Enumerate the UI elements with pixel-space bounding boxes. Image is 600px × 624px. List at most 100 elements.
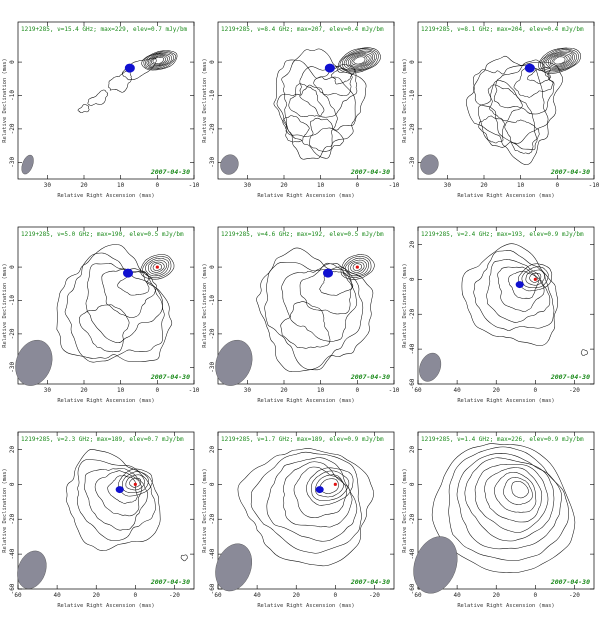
x-tick-label: 30 bbox=[244, 387, 252, 394]
y-tick-label: -60 bbox=[409, 583, 416, 594]
x-tick-label: 20 bbox=[280, 182, 288, 189]
panel-1: 30 20 10 0 -10 0 -10 -20 -30 Relative Right Ascen… bbox=[2, 21, 200, 199]
contour-level bbox=[282, 115, 310, 143]
x-tick-label: 40 bbox=[453, 387, 461, 394]
contour-level bbox=[311, 470, 350, 501]
contour-map bbox=[77, 50, 178, 113]
x-tick-label: 0 bbox=[134, 592, 138, 599]
contour-level bbox=[309, 117, 344, 152]
contour-level bbox=[84, 468, 149, 531]
x-tick-label: -20 bbox=[369, 592, 380, 599]
x-axis-label: Relative Right Ascension (mas) bbox=[257, 398, 354, 404]
y-tick-label: 0 bbox=[409, 277, 416, 281]
x-tick-label: 20 bbox=[280, 387, 288, 394]
contour-level bbox=[152, 56, 164, 64]
panel-title: 1219+285, ν=1.7 GHz; max=189, elev=0.9 m… bbox=[221, 436, 384, 443]
contour-level bbox=[101, 268, 157, 318]
x-tick-label: 20 bbox=[493, 387, 501, 394]
contour-level bbox=[503, 477, 533, 505]
beam-ellipse bbox=[420, 154, 439, 175]
x-tick-label: 20 bbox=[493, 592, 501, 599]
x-tick-label: 0 bbox=[356, 182, 360, 189]
y-tick-label: 0 bbox=[409, 482, 416, 486]
x-tick-label: -10 bbox=[189, 387, 200, 394]
contour-level bbox=[125, 474, 145, 491]
y-tick-label: 0 bbox=[9, 60, 16, 64]
contour-level bbox=[580, 349, 588, 356]
blue-component-marker bbox=[315, 486, 324, 494]
contour-level bbox=[280, 301, 331, 349]
y-tick-label: 0 bbox=[409, 60, 416, 64]
panel-4: 30 20 10 0 -10 0 -10 -20 -30 Relative Right Ascen… bbox=[2, 226, 200, 404]
red-core-marker bbox=[155, 265, 159, 269]
beam-ellipse bbox=[17, 550, 47, 589]
x-tick-label: 60 bbox=[414, 592, 422, 599]
x-tick-label: 0 bbox=[534, 592, 538, 599]
contour-level bbox=[87, 89, 108, 106]
x-tick-label: 0 bbox=[156, 387, 160, 394]
panel-5: 30 20 10 0 -10 0 -10 -20 -30 Relative Right Ascen… bbox=[202, 226, 400, 404]
blue-component-marker bbox=[324, 63, 335, 73]
contour-level bbox=[353, 56, 366, 65]
contour-level bbox=[351, 55, 368, 66]
contour-level bbox=[521, 266, 549, 288]
panel-title: 1219+285, ν=2.4 GHz; max=193, elev=0.9 m… bbox=[421, 231, 584, 238]
blue-component-marker bbox=[515, 281, 524, 289]
plot-frame bbox=[417, 431, 595, 590]
plot-frame bbox=[217, 431, 395, 590]
y-tick-label: -30 bbox=[409, 156, 416, 167]
epoch-date: 2007-04-30 bbox=[550, 168, 590, 176]
y-axis-label: Relative Declination (mas) bbox=[2, 58, 8, 142]
y-tick-label: -40 bbox=[9, 548, 16, 559]
contour-level bbox=[342, 256, 372, 278]
y-axis-label: Relative Declination (mas) bbox=[202, 263, 208, 347]
y-tick-label: -40 bbox=[409, 343, 416, 354]
contour-level bbox=[543, 50, 575, 70]
panel-title: 1219+285, ν=1.4 GHz; max=226, elev=0.9 m… bbox=[421, 436, 584, 443]
contour-level bbox=[545, 52, 573, 69]
x-tick-label: 30 bbox=[244, 182, 252, 189]
y-tick-label: 20 bbox=[209, 445, 216, 453]
red-core-marker bbox=[333, 482, 337, 486]
x-tick-label: 10 bbox=[117, 182, 125, 189]
panel-8: 60 40 20 0 -20 20 0 -20 -40 -60 Relative Right Asc… bbox=[202, 431, 395, 609]
contour-level bbox=[288, 83, 325, 118]
x-tick-label: 0 bbox=[156, 182, 160, 189]
x-tick-label: 30 bbox=[444, 182, 452, 189]
y-tick-label: -20 bbox=[409, 123, 416, 134]
contour-map bbox=[56, 244, 175, 363]
contour-level bbox=[513, 65, 554, 98]
y-tick-label: -10 bbox=[209, 90, 216, 101]
epoch-date: 2007-04-30 bbox=[150, 168, 190, 176]
panel-title: 1219+285, ν=2.3 GHz; max=189, elev=0.7 m… bbox=[21, 436, 184, 443]
y-axis-label: Relative Declination (mas) bbox=[202, 468, 208, 552]
plot-frame bbox=[17, 21, 195, 180]
x-tick-label: -20 bbox=[169, 592, 180, 599]
contour-level bbox=[345, 52, 374, 70]
blue-component-marker bbox=[124, 63, 135, 73]
x-tick-label: 30 bbox=[44, 387, 52, 394]
contour-level bbox=[299, 263, 354, 315]
contour-level bbox=[473, 250, 555, 331]
y-tick-label: -20 bbox=[209, 513, 216, 524]
contour-level bbox=[276, 84, 338, 159]
contour-level bbox=[118, 468, 153, 497]
y-tick-label: -10 bbox=[209, 295, 216, 306]
y-tick-label: -20 bbox=[209, 123, 216, 134]
y-tick-label: -60 bbox=[409, 378, 416, 389]
x-tick-label: 0 bbox=[356, 387, 360, 394]
panel-6: 60 40 20 0 -20 20 0 -20 -40 -60 Relative Right Asc… bbox=[402, 226, 595, 404]
contour-level bbox=[305, 467, 354, 506]
contour-level bbox=[150, 261, 165, 273]
contour-level bbox=[494, 471, 537, 513]
contour-level bbox=[542, 49, 578, 71]
contour-level bbox=[264, 262, 364, 371]
panel-title: 1219+285, ν=8.1 GHz; max=204, elev=0.4 m… bbox=[421, 26, 584, 33]
red-core-marker bbox=[133, 482, 137, 486]
contour-level bbox=[180, 554, 188, 562]
y-tick-label: -10 bbox=[9, 295, 16, 306]
contour-level bbox=[79, 304, 130, 353]
contour-level bbox=[349, 54, 370, 67]
